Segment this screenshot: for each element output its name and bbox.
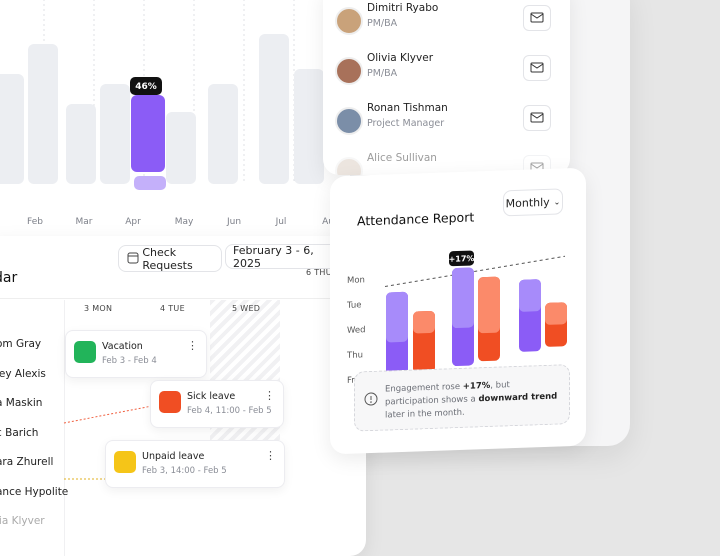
avatar (335, 57, 363, 85)
event-card[interactable]: Unpaid leave Feb 3, 14:00 - Feb 5 ⋮ (105, 440, 285, 488)
avatar (335, 157, 363, 175)
event-time: Feb 3, 14:00 - Feb 5 (142, 466, 227, 476)
person-name: c Barich (0, 426, 39, 439)
member-role: PM/BA (367, 18, 398, 29)
event-card[interactable]: Vacation Feb 3 - Feb 4 ⋮ (65, 330, 207, 378)
usage-card: 46% Feb Mar Apr May Jun Jul Au (0, 0, 350, 240)
member-name: Dimitri Ryabo (367, 2, 439, 14)
team-card: Dimitri Ryabo PM/BA Olivia Klyver PM/BA Rona… (323, 0, 570, 175)
note-part: downward trend (478, 391, 558, 405)
avatar (335, 107, 363, 135)
check-requests-label: Check Requests (142, 245, 193, 272)
event-card[interactable]: Sick leave Feb 4, 11:00 - Feb 5 ⋮ (150, 380, 284, 428)
month-label: Jun (226, 217, 241, 227)
month-label: Feb (27, 217, 43, 227)
member-role: Project Manager (367, 118, 445, 129)
check-requests-button[interactable]: Check Requests (118, 245, 222, 272)
day-header: 3 MON (84, 304, 113, 313)
person-name: lia Klyver (0, 515, 45, 527)
person-name: ance Hypolite (0, 485, 69, 498)
calendar-card: dar Check Requests February 3 - 6, 2025‹… (0, 236, 366, 556)
event-title: Vacation (102, 341, 143, 352)
attendance-card: Attendance Report Monthly ⌄ Mon Tue Wed Thu F… (330, 167, 586, 455)
event-time: Feb 4, 11:00 - Feb 5 (187, 406, 272, 416)
month-label: Mar (76, 217, 93, 227)
date-range-button[interactable]: February 3 - 6, 2025‹ (225, 243, 343, 270)
event-time: Feb 3 - Feb 4 (102, 356, 157, 366)
month-label: Jul (275, 217, 287, 227)
note-box: Engagement rose +17%, but participation … (354, 364, 570, 432)
usage-badge: 46% (135, 82, 157, 92)
event-icon (114, 451, 136, 473)
person-name: ara Zhurell (0, 456, 54, 468)
attendance-chart: +17% (384, 250, 567, 379)
day-header: 5 WED (232, 304, 261, 313)
person-name: om Gray (0, 338, 42, 350)
month-label: May (175, 217, 194, 227)
month-label: Au (322, 217, 334, 227)
event-title: Sick leave (187, 391, 236, 402)
attendance-badge: +17% (449, 254, 475, 264)
note-part: later in the month. (385, 407, 465, 421)
member-name: Olivia Klyver (367, 52, 434, 64)
date-range-label: February 3 - 6, 2025 (233, 243, 314, 270)
note-text: Engagement rose +17%, but participation … (385, 377, 563, 422)
event-menu: ⋮ (187, 339, 198, 352)
day-header: 4 TUE (160, 304, 185, 313)
member-name: Ronan Tishman (367, 102, 448, 114)
mail-button[interactable] (523, 55, 551, 81)
person-name: ley Alexis (0, 367, 46, 380)
page: 46% Feb Mar Apr May Jun Jul Au Dimitri Ryabo PM… (0, 0, 630, 556)
member-role: PM/BA (367, 68, 398, 79)
event-icon (74, 341, 96, 363)
mail-button[interactable] (523, 105, 551, 131)
person-name: a Maskin (0, 397, 43, 409)
event-menu: ⋮ (265, 449, 276, 462)
note-part: Engagement rose (385, 381, 463, 395)
member-name: Alice Sullivan (367, 152, 437, 164)
usage-chart: 46% Feb Mar Apr May Jun Jul Au (0, 0, 334, 227)
avatar (335, 7, 363, 35)
event-menu: ⋮ (264, 389, 275, 402)
mail-button[interactable] (523, 5, 551, 31)
month-label: Apr (125, 217, 141, 227)
event-icon (159, 391, 181, 413)
calendar-title: dar (0, 270, 18, 286)
event-title: Unpaid leave (142, 451, 205, 462)
note-part: +17% (462, 380, 491, 392)
day-header: 6 THU (306, 268, 332, 277)
